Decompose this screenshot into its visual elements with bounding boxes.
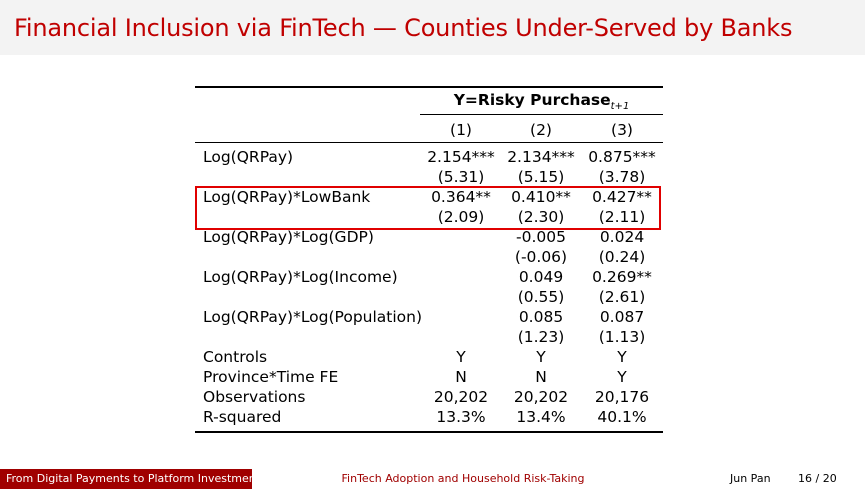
- table-row: (-0.06) (0.24): [195, 247, 663, 267]
- table-bottom-rule: [195, 431, 663, 433]
- table-cell: 13.4%: [516, 408, 566, 426]
- row-label: Controls: [203, 348, 268, 366]
- table-row: Log(QRPay)*Log(Income) 0.049 0.269**: [195, 267, 663, 287]
- table-cell: Y: [617, 348, 627, 366]
- footer-section-title: From Digital Payments to Platform Invest…: [0, 469, 266, 489]
- row-label: Log(QRPay)*Log(GDP): [203, 228, 374, 246]
- dependent-variable-header: Y=Risky Purchaset+1: [420, 91, 663, 112]
- footer-author: Jun Pan: [730, 472, 771, 485]
- column-header: (1): [450, 121, 472, 139]
- table-row: (2.09) (2.30) (2.11): [195, 207, 663, 227]
- row-label: Log(QRPay): [203, 148, 294, 166]
- table-row: Log(QRPay) 2.154*** 2.134*** 0.875***: [195, 147, 663, 167]
- table-cell: (-0.06): [514, 248, 568, 266]
- row-label: Log(QRPay)*Log(Population): [203, 308, 423, 326]
- table-cell: 13.3%: [436, 408, 486, 426]
- row-label: Province*Time FE: [203, 368, 339, 386]
- table-cell: 0.364**: [431, 188, 491, 206]
- column-header: (3): [611, 121, 633, 139]
- table-cell: (3.78): [598, 168, 646, 186]
- table-cell: Y: [617, 368, 627, 386]
- table-row: Log(QRPay)*Log(GDP) -0.005 0.024: [195, 227, 663, 247]
- frame-title: Financial Inclusion via FinTech — Counti…: [14, 14, 793, 42]
- footer-talk-title: FinTech Adoption and Household Risk-Taki…: [252, 469, 674, 489]
- column-number-row: (1) (2) (3): [195, 120, 663, 140]
- table-cell: 0.087: [599, 308, 645, 326]
- table-cell: 2.154***: [427, 148, 495, 166]
- table-cell: (1.23): [517, 328, 565, 346]
- table-cell: (5.15): [517, 168, 565, 186]
- table-row: Province*Time FE N N Y: [195, 367, 663, 387]
- table-cell: 0.085: [518, 308, 564, 326]
- table-cell: Y: [456, 348, 466, 366]
- table-cell: 0.427**: [592, 188, 652, 206]
- table-cell: -0.005: [516, 228, 566, 246]
- table-cell: (2.11): [598, 208, 646, 226]
- table-top-rule: [195, 86, 663, 88]
- highlight-box: [195, 186, 661, 230]
- table-cell: (0.24): [598, 248, 646, 266]
- column-rule: [195, 142, 663, 143]
- row-label: R-squared: [203, 408, 282, 426]
- table-cell: 2.134***: [507, 148, 575, 166]
- table-cell: (0.55): [517, 288, 565, 306]
- page-number: 16 / 20: [798, 472, 837, 485]
- table-row: R-squared 13.3% 13.4% 40.1%: [195, 407, 663, 427]
- header-rule: [420, 114, 663, 115]
- slide-footer: From Digital Payments to Platform Invest…: [0, 469, 865, 489]
- table-cell: 20,202: [513, 388, 569, 406]
- footer-right: Jun Pan 16 / 20: [674, 469, 865, 489]
- table-cell: 0.024: [599, 228, 645, 246]
- table-cell: 20,202: [433, 388, 489, 406]
- table-row: Log(QRPay)*Log(Population) 0.085 0.087: [195, 307, 663, 327]
- table-row: (1.23) (1.13): [195, 327, 663, 347]
- table-cell: N: [455, 368, 467, 386]
- table-cell: (1.13): [598, 328, 646, 346]
- table-cell: 0.410**: [511, 188, 571, 206]
- table-cell: (5.31): [437, 168, 485, 186]
- table-row: Log(QRPay)*LowBank 0.364** 0.410** 0.427…: [195, 187, 663, 207]
- table-cell: 20,176: [594, 388, 650, 406]
- table-cell: Y: [536, 348, 546, 366]
- column-header: (2): [530, 121, 552, 139]
- table-row: Controls Y Y Y: [195, 347, 663, 367]
- table-cell: 0.049: [518, 268, 564, 286]
- table-cell: 0.875***: [588, 148, 656, 166]
- frame-title-bar: Financial Inclusion via FinTech — Counti…: [0, 0, 865, 55]
- table-cell: (2.30): [517, 208, 565, 226]
- table-cell: (2.09): [437, 208, 485, 226]
- row-label: Log(QRPay)*Log(Income): [203, 268, 398, 286]
- dep-var-label: Y=Risky Purchase: [453, 91, 611, 109]
- dep-var-subscript: t+1: [610, 101, 630, 113]
- table-row: (5.31) (5.15) (3.78): [195, 167, 663, 187]
- table-cell: 40.1%: [597, 408, 647, 426]
- table-cell: N: [535, 368, 547, 386]
- table-cell: (2.61): [598, 288, 646, 306]
- row-label: Log(QRPay)*LowBank: [203, 188, 371, 206]
- table-cell: 0.269**: [592, 268, 652, 286]
- row-label: Observations: [203, 388, 306, 406]
- table-row: (0.55) (2.61): [195, 287, 663, 307]
- table-row: Observations 20,202 20,202 20,176: [195, 387, 663, 407]
